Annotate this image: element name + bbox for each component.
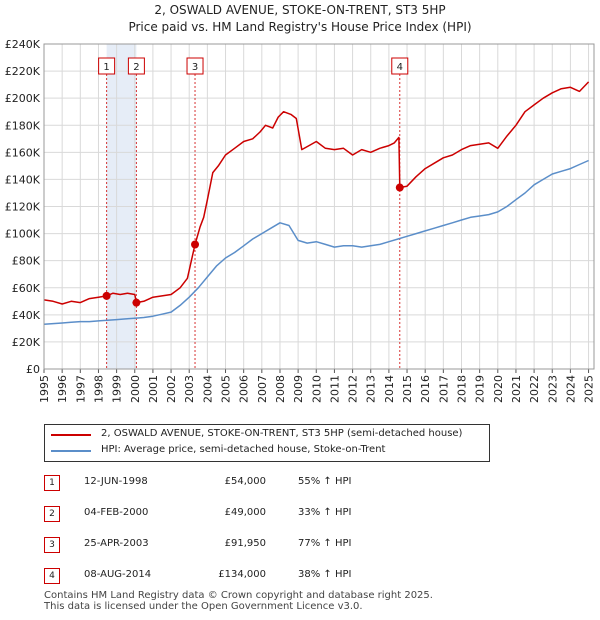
x-tick-label: 1997 bbox=[74, 375, 87, 403]
sale-point bbox=[132, 298, 141, 307]
x-tick-label: 2013 bbox=[365, 375, 378, 403]
sale-price: £134,000 bbox=[218, 569, 266, 580]
x-tick-label: 2024 bbox=[564, 375, 577, 403]
legend: 2, OSWALD AVENUE, STOKE-ON-TRENT, ST3 5H… bbox=[44, 424, 490, 462]
sale-number-badge: 3 bbox=[44, 537, 60, 553]
x-tick-label: 2016 bbox=[419, 375, 432, 403]
sale-hpi-change: 33% ↑ HPI bbox=[298, 507, 352, 518]
x-tick-label: 2015 bbox=[401, 375, 414, 403]
y-tick-label: £0 bbox=[26, 363, 40, 376]
x-tick-label: 2005 bbox=[220, 375, 233, 403]
hpi-line bbox=[43, 159, 589, 326]
x-tick-label: 1995 bbox=[38, 375, 51, 403]
y-tick-label: £100K bbox=[5, 228, 41, 241]
sale-marker-labels: 1 2 3 4 bbox=[98, 57, 409, 75]
x-tick-label: 2006 bbox=[238, 375, 251, 403]
table-row: 4 08-AUG-2014 £134,000 38% ↑ HPI bbox=[44, 567, 444, 598]
sale-date: 12-JUN-1998 bbox=[84, 476, 148, 487]
footer: Contains HM Land Registry data © Crown c… bbox=[44, 590, 433, 612]
y-tick-label: £220K bbox=[5, 65, 41, 78]
sale-marker-box bbox=[127, 57, 145, 75]
y-tick-label: £60K bbox=[12, 282, 41, 295]
table-row: 3 25-APR-2003 £91,950 77% ↑ HPI bbox=[44, 536, 444, 567]
price-chart: £0 £20K £40K £60K £80K £100K £120K £140K £160K £1… bbox=[5, 38, 596, 403]
y-tick-label: £240K bbox=[5, 38, 41, 51]
sale-marker-label: 2 bbox=[133, 62, 139, 73]
sale-marker-label: 1 bbox=[103, 62, 109, 73]
legend-property-swatch bbox=[51, 434, 91, 436]
sale-date: 25-APR-2003 bbox=[84, 538, 149, 549]
x-tick-label: 1996 bbox=[56, 375, 69, 403]
x-tick-label: 2008 bbox=[274, 375, 287, 403]
sale-number-badge: 1 bbox=[44, 475, 60, 491]
x-tick-label: 2022 bbox=[528, 375, 541, 403]
sale-price: £91,950 bbox=[224, 538, 266, 549]
footer-licence: This data is licensed under the Open Gov… bbox=[44, 601, 363, 612]
sale-hpi-change: 55% ↑ HPI bbox=[298, 476, 352, 487]
x-tick-label: 2004 bbox=[201, 375, 214, 403]
sale-price: £54,000 bbox=[224, 476, 266, 487]
x-tick-label: 2019 bbox=[474, 375, 487, 403]
x-tick-label: 2014 bbox=[383, 375, 396, 403]
table-row: 2 04-FEB-2000 £49,000 33% ↑ HPI bbox=[44, 505, 444, 536]
x-tick-label: 2000 bbox=[129, 375, 142, 403]
sale-marker-label: 4 bbox=[397, 62, 403, 73]
y-tick-label: £180K bbox=[5, 119, 41, 132]
sale-marker-lines bbox=[106, 74, 401, 369]
sale-marker-box bbox=[98, 57, 116, 75]
legend-hpi-swatch bbox=[51, 450, 91, 452]
sale-points bbox=[102, 183, 404, 307]
table-row: 1 12-JUN-1998 £54,000 55% ↑ HPI bbox=[44, 474, 444, 505]
x-tick-label: 2017 bbox=[437, 375, 450, 403]
plot-frame bbox=[43, 43, 595, 370]
y-tick-label: £200K bbox=[5, 92, 41, 105]
y-tick-label: £20K bbox=[12, 336, 41, 349]
x-tick-label: 2023 bbox=[546, 375, 559, 403]
x-tick-label: 2011 bbox=[328, 375, 341, 403]
y-tick-label: £40K bbox=[12, 309, 41, 322]
x-tick-label: 2020 bbox=[492, 375, 505, 403]
x-tick-label: 2003 bbox=[183, 375, 196, 403]
x-tick-label: 2021 bbox=[510, 375, 523, 403]
x-tick-label: 2010 bbox=[310, 375, 323, 403]
sale-point bbox=[191, 240, 200, 249]
x-tick-label: 1999 bbox=[111, 375, 124, 403]
sale-hpi-change: 38% ↑ HPI bbox=[298, 569, 352, 580]
footer-copyright: Contains HM Land Registry data © Crown c… bbox=[44, 590, 433, 601]
sale-date: 04-FEB-2000 bbox=[84, 507, 149, 518]
x-tick-label: 2001 bbox=[147, 375, 160, 403]
sale-hpi-change: 77% ↑ HPI bbox=[298, 538, 352, 549]
y-tick-label: £80K bbox=[12, 255, 41, 268]
x-tick-label: 2025 bbox=[583, 375, 596, 403]
sale-marker-label: 3 bbox=[192, 62, 198, 73]
y-tick-label: £120K bbox=[5, 201, 41, 214]
legend-property-label: 2, OSWALD AVENUE, STOKE-ON-TRENT, ST3 5H… bbox=[101, 428, 463, 439]
sale-marker-box bbox=[186, 57, 204, 75]
chart-subtitle: Price paid vs. HM Land Registry's House … bbox=[128, 20, 472, 34]
sale-date: 08-AUG-2014 bbox=[84, 569, 152, 580]
sales-table: 1 12-JUN-1998 £54,000 55% ↑ HPI 2 04-FEB… bbox=[44, 474, 444, 598]
x-tick-label: 2002 bbox=[165, 375, 178, 403]
x-tick-label: 2007 bbox=[256, 375, 269, 403]
x-tick-label: 2018 bbox=[455, 375, 468, 403]
legend-hpi-label: HPI: Average price, semi-detached house,… bbox=[101, 444, 386, 455]
axes-layer: £0 £20K £40K £60K £80K £100K £120K £140K £160K £1… bbox=[5, 38, 596, 403]
sale-point bbox=[395, 183, 404, 192]
x-tick-label: 2009 bbox=[292, 375, 305, 403]
chart-title: 2, OSWALD AVENUE, STOKE-ON-TRENT, ST3 5H… bbox=[154, 3, 446, 17]
y-tick-label: £140K bbox=[5, 173, 41, 186]
y-tick-label: £160K bbox=[5, 146, 41, 159]
sale-number-badge: 2 bbox=[44, 506, 60, 522]
sale-number-badge: 4 bbox=[44, 568, 60, 584]
sale-price: £49,000 bbox=[224, 507, 266, 518]
sale-point bbox=[102, 291, 111, 300]
x-tick-label: 1998 bbox=[92, 375, 105, 403]
sale-marker-box bbox=[391, 57, 409, 75]
x-tick-label: 2012 bbox=[347, 375, 360, 403]
